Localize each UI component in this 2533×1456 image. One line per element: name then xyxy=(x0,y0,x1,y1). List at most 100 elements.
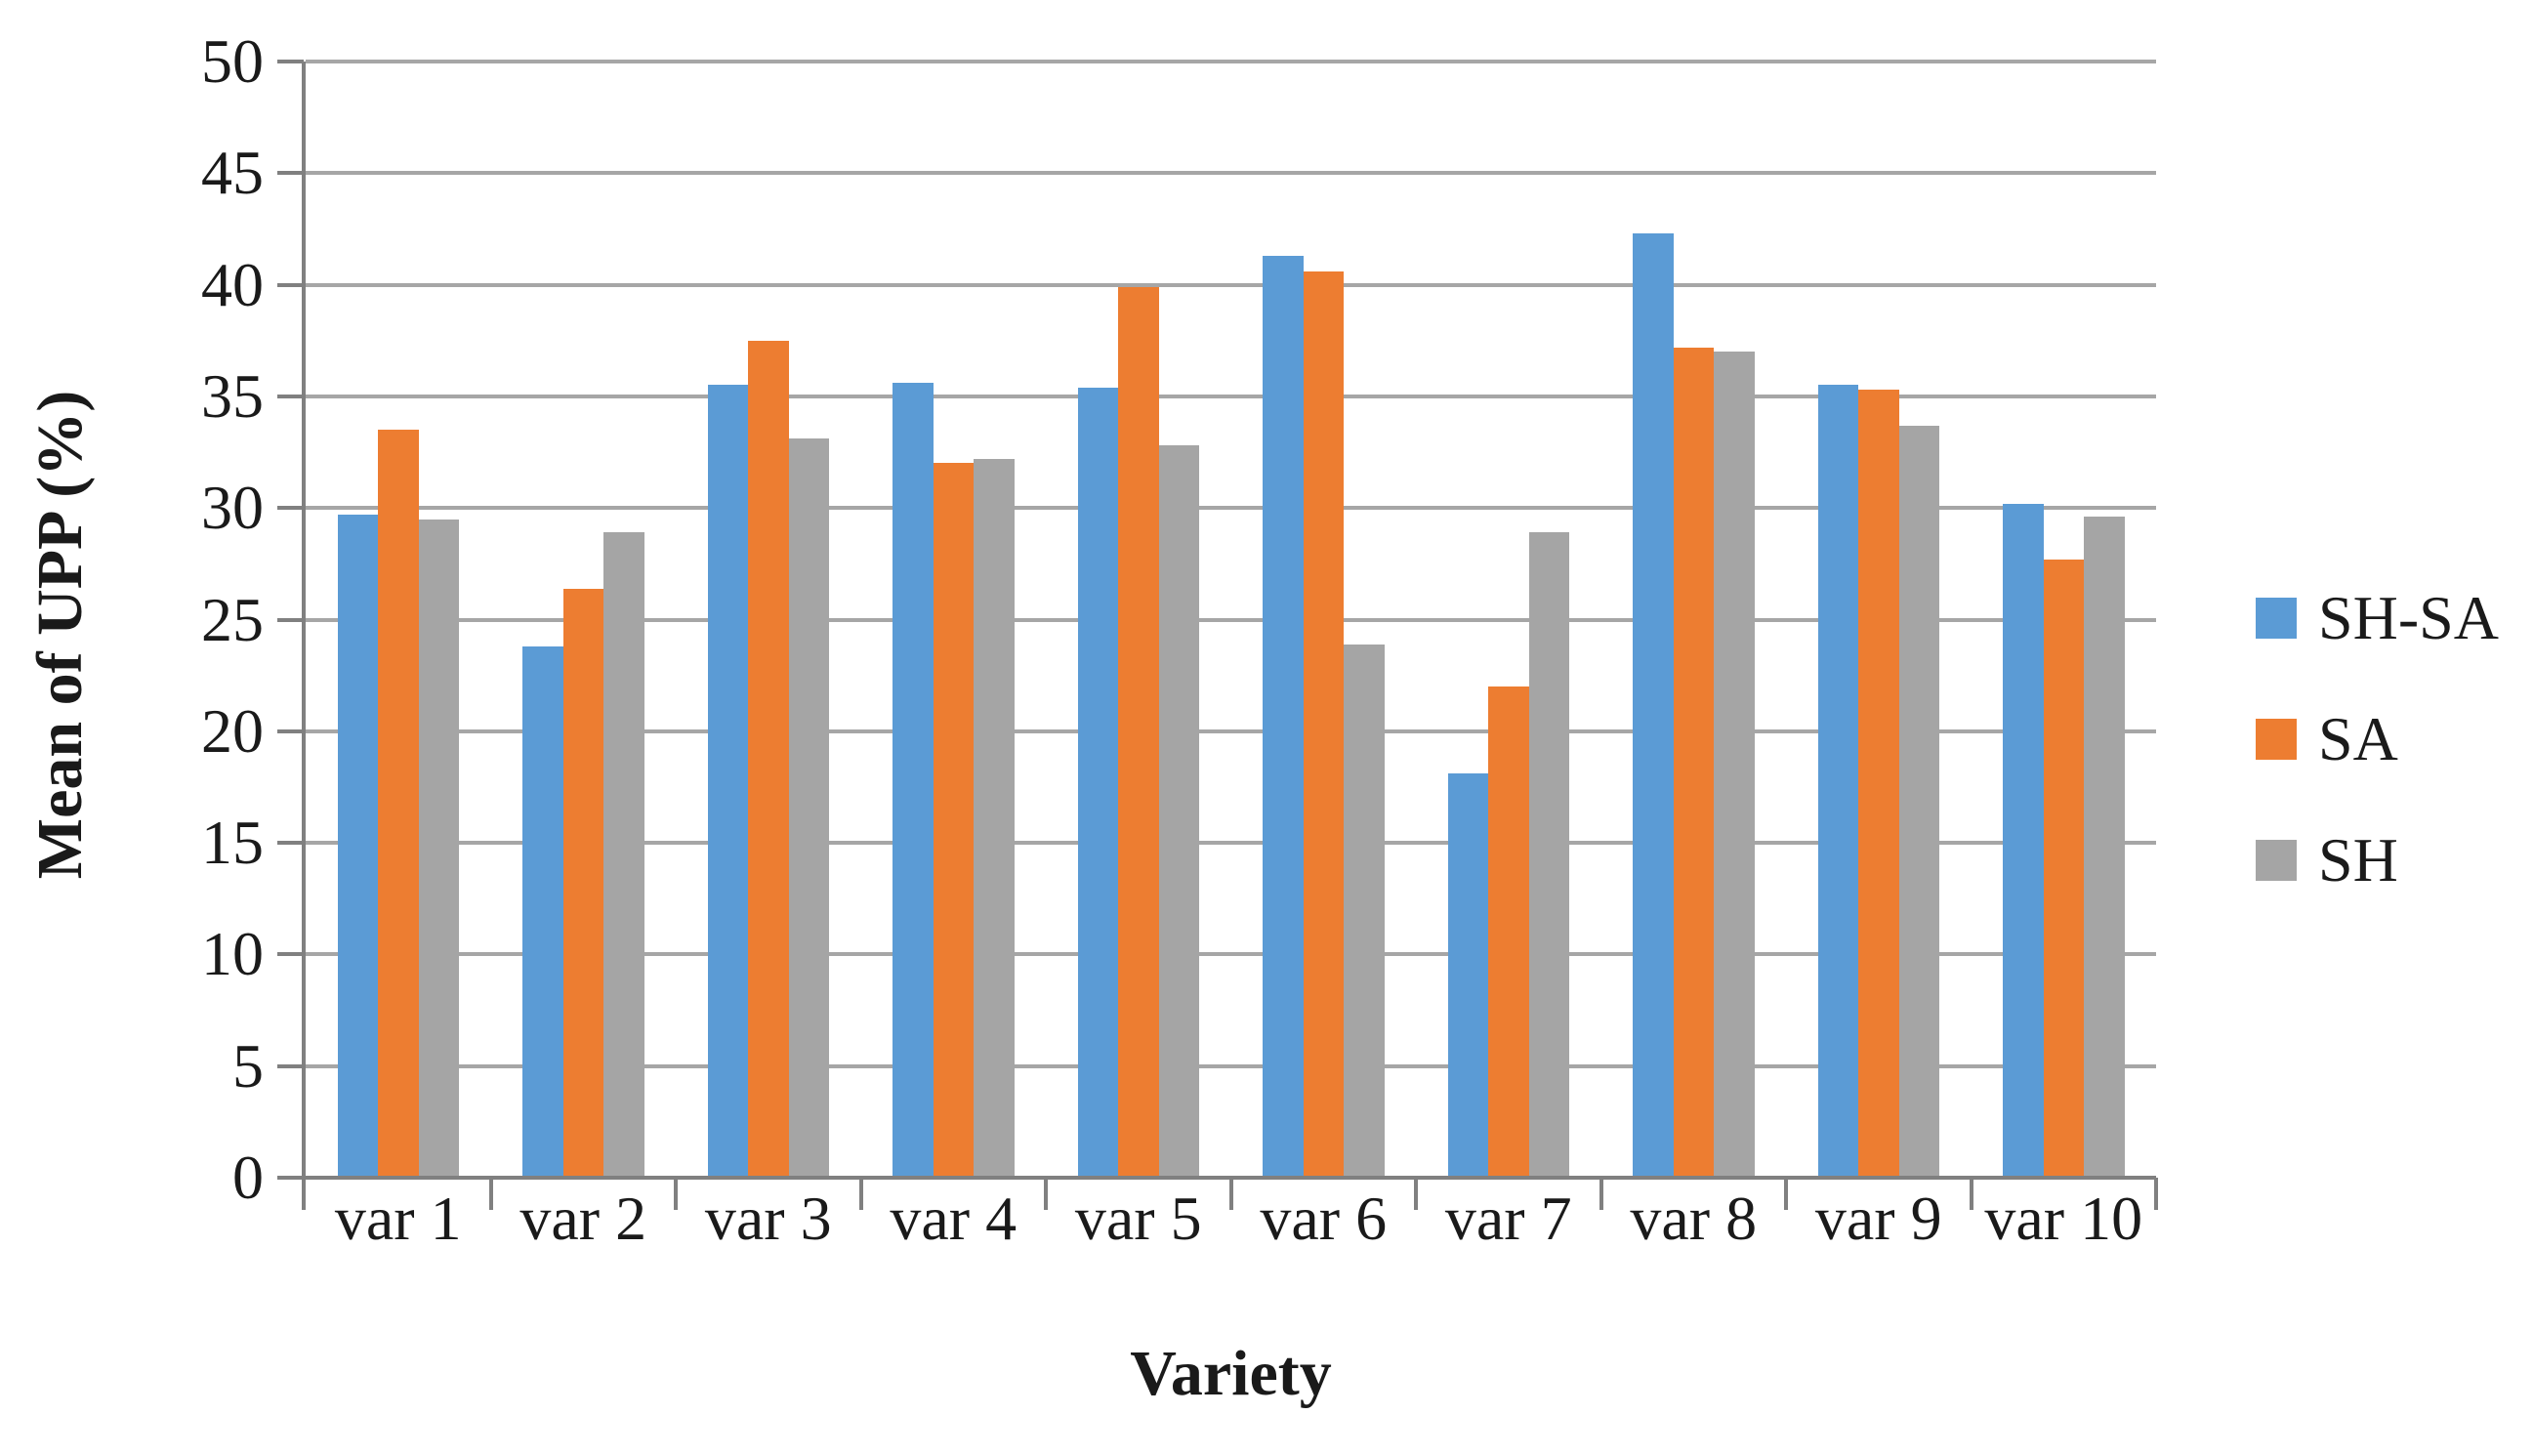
bar-sh-var3 xyxy=(788,438,829,1178)
x-axis-title: Variety xyxy=(1130,1338,1332,1409)
bar-sh-var8 xyxy=(1714,352,1755,1178)
gridline xyxy=(306,841,2156,846)
legend-swatch-icon xyxy=(2256,840,2297,881)
x-tick-label: var 10 xyxy=(1984,1184,2143,1253)
bar-sa-var7 xyxy=(1488,686,1529,1178)
gridline xyxy=(306,728,2156,733)
bar-sa-var5 xyxy=(1118,286,1159,1178)
x-tick-label: var 5 xyxy=(1074,1184,1202,1253)
x-axis-tick xyxy=(1969,1178,1973,1210)
category-slot xyxy=(1786,62,1972,1178)
x-axis-tick xyxy=(1599,1178,1603,1210)
bar-sa-var4 xyxy=(933,463,974,1178)
x-tick-label: var 1 xyxy=(334,1184,462,1253)
bar-sa-var10 xyxy=(2043,559,2084,1178)
bar-sa-var2 xyxy=(562,588,603,1178)
bar-sh-var10 xyxy=(2084,517,2125,1178)
category-slot xyxy=(861,62,1047,1178)
y-axis-tick xyxy=(277,1063,304,1068)
legend-swatch-icon xyxy=(2256,598,2297,639)
y-axis-tick xyxy=(277,506,304,511)
bar-sa-var1 xyxy=(378,430,419,1178)
y-axis-line xyxy=(302,62,306,1210)
x-axis-tick xyxy=(1228,1178,1233,1210)
bar-sa-var8 xyxy=(1673,347,1714,1178)
bar-sh-var4 xyxy=(974,458,1015,1178)
bar-sa-var6 xyxy=(1303,270,1344,1178)
x-axis-tick xyxy=(488,1178,493,1210)
x-tick-label: var 9 xyxy=(1814,1184,1942,1253)
x-tick-label: var 4 xyxy=(890,1184,1017,1253)
y-tick-label: 25 xyxy=(201,584,264,654)
bar-sh-sa-var10 xyxy=(2003,503,2044,1178)
bar-sh-sa-var5 xyxy=(1077,387,1118,1178)
bar-sh-var9 xyxy=(1898,425,1939,1178)
y-tick-label: 0 xyxy=(232,1143,264,1212)
legend-item-sh: SH xyxy=(2256,825,2499,894)
plot-area: 0 5 10 15 20 25 30 35 40 45 50 xyxy=(201,28,2158,1211)
y-tick-label: 15 xyxy=(201,808,264,878)
y-tick-label: 45 xyxy=(201,138,264,208)
x-axis-tick xyxy=(1784,1178,1788,1210)
y-axis-tick xyxy=(277,952,304,957)
gridline xyxy=(306,394,2156,398)
category-slot xyxy=(491,62,677,1178)
category-slot xyxy=(1231,62,1417,1178)
y-axis-tick xyxy=(277,394,304,398)
gridline xyxy=(306,1063,2156,1068)
legend-item-sa: SA xyxy=(2256,708,2499,770)
y-tick-label: 20 xyxy=(201,695,264,766)
legend-swatch-icon xyxy=(2256,719,2297,760)
bar-sh-var6 xyxy=(1344,644,1385,1178)
bar-sh-var7 xyxy=(1528,532,1569,1178)
x-axis-tick xyxy=(1414,1178,1418,1210)
category-slot xyxy=(676,62,861,1178)
category-slot xyxy=(1416,62,1601,1178)
gridline xyxy=(306,506,2156,511)
bar-sh-sa-var7 xyxy=(1447,773,1488,1178)
y-axis-tick xyxy=(277,728,304,733)
bar-sh-sa-var2 xyxy=(522,645,563,1178)
bar-sh-sa-var4 xyxy=(893,383,934,1178)
x-tick-label: var 7 xyxy=(1444,1184,1572,1253)
y-tick-label: 10 xyxy=(201,919,264,989)
y-tick-label: 35 xyxy=(201,360,264,431)
x-axis-tick xyxy=(2154,1178,2158,1210)
legend: SH-SA SA SH xyxy=(2256,587,2499,952)
y-tick-label: 5 xyxy=(232,1030,264,1101)
category-slot xyxy=(1972,62,2157,1178)
legend-label: SH xyxy=(2318,825,2398,894)
y-axis-tick xyxy=(277,841,304,846)
category-slot xyxy=(1046,62,1231,1178)
y-axis-tick xyxy=(277,1176,304,1180)
bar-sh-var2 xyxy=(603,532,644,1178)
bar-sh-sa-var6 xyxy=(1263,255,1304,1178)
bar-sa-var3 xyxy=(748,340,789,1178)
category-slot xyxy=(1601,62,1787,1178)
y-axis-tick xyxy=(277,60,304,63)
bar-sa-var9 xyxy=(1858,390,1899,1178)
bar-sh-var5 xyxy=(1158,445,1199,1178)
x-axis-tick xyxy=(674,1178,678,1210)
bar-sh-sa-var3 xyxy=(707,385,748,1178)
gridline xyxy=(306,282,2156,287)
x-tick-label: var 6 xyxy=(1260,1184,1388,1253)
bar-sh-sa-var9 xyxy=(1817,385,1858,1178)
bar-sh-var1 xyxy=(418,519,459,1178)
y-tick-label: 30 xyxy=(201,473,264,543)
y-tick-label: 40 xyxy=(201,249,264,319)
gridline xyxy=(306,617,2156,622)
x-tick-label: var 2 xyxy=(519,1184,647,1253)
category-slot xyxy=(306,62,491,1178)
x-tick-label: var 3 xyxy=(704,1184,832,1253)
gridline xyxy=(306,60,2156,63)
gridline xyxy=(306,952,2156,957)
x-tick-label: var 8 xyxy=(1630,1184,1758,1253)
bar-sh-sa-var1 xyxy=(337,515,378,1178)
x-axis-tick xyxy=(858,1178,863,1210)
gridline xyxy=(306,171,2156,176)
y-tick-label: 50 xyxy=(201,26,264,96)
bar-sh-sa-var8 xyxy=(1633,233,1674,1178)
y-axis-tick xyxy=(277,171,304,176)
